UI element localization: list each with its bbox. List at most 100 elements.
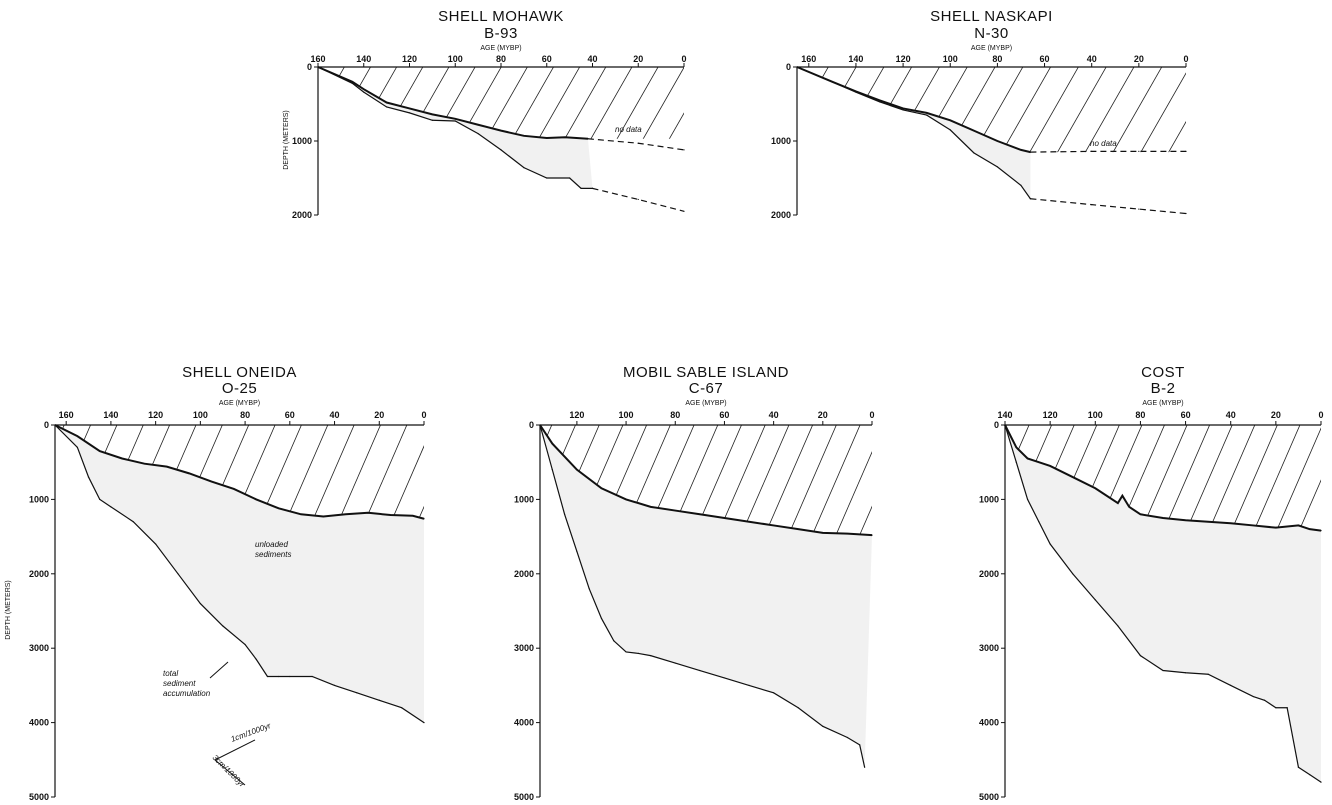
data-point bbox=[255, 498, 257, 500]
data-point bbox=[996, 140, 998, 142]
data-point bbox=[625, 498, 627, 500]
x-tick-label: 80 bbox=[1135, 410, 1145, 420]
hatch-line bbox=[713, 425, 872, 536]
hatch-line bbox=[666, 67, 684, 139]
series-line-2 bbox=[539, 424, 866, 768]
y-tick-label: 5000 bbox=[514, 792, 534, 802]
data-point bbox=[1162, 669, 1164, 672]
data-point bbox=[255, 658, 257, 660]
x-tick-label: 100 bbox=[193, 410, 208, 420]
x-tick-label: 40 bbox=[1087, 54, 1097, 64]
x-tick-label: 0 bbox=[1183, 54, 1188, 64]
data-point bbox=[591, 187, 594, 189]
series-line-3 bbox=[587, 138, 685, 151]
data-point bbox=[576, 469, 578, 471]
x-tick-label: 40 bbox=[769, 410, 779, 420]
data-point bbox=[378, 699, 380, 701]
x-tick-label: 160 bbox=[59, 410, 74, 420]
annotation-unloaded-sediments: unloaded sediments bbox=[255, 540, 291, 559]
data-point bbox=[1275, 707, 1277, 709]
data-point bbox=[454, 120, 456, 122]
x-tick-label: 20 bbox=[818, 410, 828, 420]
x-axis-label: AGE (MYBP) bbox=[219, 400, 260, 407]
data-point bbox=[1286, 707, 1288, 709]
annotation-no-data: no data bbox=[1090, 139, 1117, 148]
x-tick-label: 100 bbox=[619, 410, 634, 420]
hatch-line bbox=[1005, 425, 1039, 531]
hatch-line bbox=[540, 425, 704, 536]
hatch-line bbox=[982, 67, 1091, 153]
y-tick-label: 1000 bbox=[292, 136, 312, 146]
hatch-line bbox=[170, 47, 277, 235]
data-point bbox=[1117, 502, 1119, 504]
data-point bbox=[1029, 151, 1031, 153]
hatch-line bbox=[1129, 425, 1309, 531]
data-point bbox=[1029, 198, 1031, 200]
data-point bbox=[110, 506, 112, 508]
y-tick-label: 3000 bbox=[514, 643, 534, 653]
data-point bbox=[926, 112, 928, 114]
hatch-line bbox=[404, 67, 513, 139]
data-point bbox=[1230, 684, 1232, 687]
series-line-3 bbox=[1030, 150, 1186, 153]
x-tick-label: 60 bbox=[1181, 410, 1191, 420]
data-point bbox=[76, 446, 78, 448]
data-point bbox=[408, 107, 411, 110]
data-point bbox=[210, 480, 213, 483]
data-point bbox=[454, 118, 456, 120]
x-tick-label: 40 bbox=[587, 54, 597, 64]
data-point bbox=[289, 675, 291, 678]
series-line-1 bbox=[54, 424, 425, 520]
data-point bbox=[1015, 461, 1017, 463]
data-point bbox=[613, 640, 615, 642]
data-point bbox=[822, 532, 824, 534]
x-tick-label: 140 bbox=[356, 54, 371, 64]
data-point bbox=[1207, 673, 1209, 675]
data-point bbox=[1026, 457, 1029, 460]
data-point bbox=[386, 101, 388, 104]
data-point bbox=[1185, 212, 1187, 215]
chart-subtitle: C-67 bbox=[689, 380, 724, 397]
hatch-line bbox=[1121, 67, 1186, 153]
stipple-area bbox=[540, 425, 872, 768]
series-line-2 bbox=[317, 66, 593, 189]
hatch-line bbox=[326, 67, 435, 139]
data-point bbox=[625, 651, 627, 653]
data-point bbox=[166, 466, 168, 468]
data-point bbox=[1207, 521, 1209, 523]
data-point bbox=[1162, 517, 1164, 519]
series-line-1 bbox=[796, 66, 1031, 154]
hatch-line bbox=[1005, 425, 1129, 531]
x-tick-label: 0 bbox=[869, 410, 874, 420]
data-point bbox=[351, 82, 353, 84]
data-point bbox=[580, 187, 582, 189]
y-tick-label: 4000 bbox=[29, 718, 49, 728]
y-axis-label: DEPTH (METERS) bbox=[283, 110, 290, 170]
hatch-line bbox=[689, 425, 870, 536]
data-point bbox=[363, 88, 365, 90]
x-tick-label: 40 bbox=[1226, 410, 1236, 420]
hatch-line bbox=[594, 425, 775, 536]
hatch-line bbox=[745, 47, 852, 235]
x-tick-label: 140 bbox=[848, 54, 863, 64]
hatch-line bbox=[262, 425, 424, 519]
data-point bbox=[650, 655, 652, 657]
data-point bbox=[822, 725, 824, 727]
data-point bbox=[155, 543, 157, 545]
data-point bbox=[926, 114, 928, 116]
data-point bbox=[1020, 184, 1022, 186]
data-point bbox=[389, 514, 392, 516]
y-tick-label: 4000 bbox=[979, 718, 999, 728]
data-point bbox=[143, 463, 146, 465]
data-point bbox=[54, 424, 56, 426]
data-point bbox=[1297, 766, 1300, 768]
hatch-line bbox=[614, 67, 684, 139]
data-point bbox=[199, 602, 201, 605]
hatch-line bbox=[457, 67, 566, 139]
hatch-line bbox=[1151, 425, 1321, 531]
data-point bbox=[831, 81, 833, 83]
hatch-line bbox=[535, 67, 644, 139]
data-point bbox=[551, 443, 553, 445]
data-point bbox=[600, 617, 603, 620]
